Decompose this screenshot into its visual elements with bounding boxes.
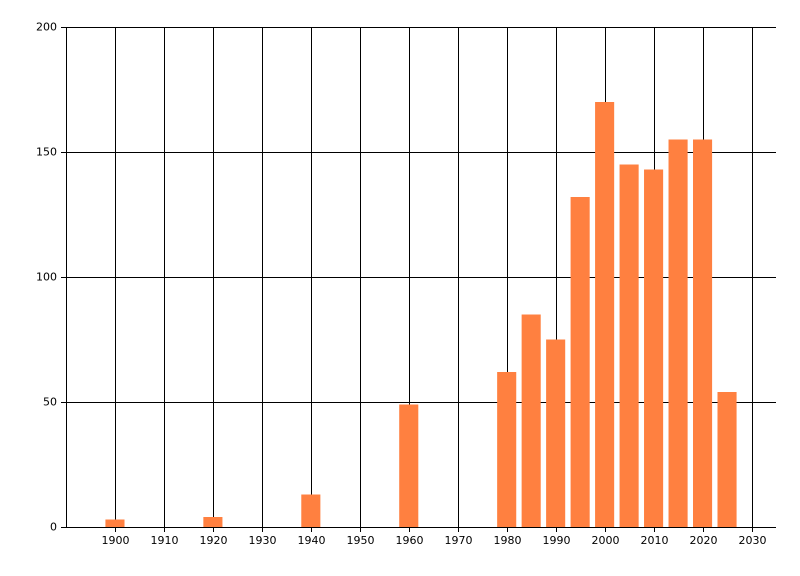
bar <box>644 169 664 527</box>
y-tick-label: 100 <box>36 271 57 284</box>
bar <box>693 139 713 527</box>
y-tick-label: 50 <box>43 396 57 409</box>
bar <box>595 102 615 527</box>
x-tick-label: 1960 <box>396 534 424 547</box>
y-tick-label: 200 <box>36 21 57 34</box>
x-tick-label: 1980 <box>494 534 522 547</box>
bar <box>570 197 590 527</box>
x-tick-label: 1910 <box>151 534 179 547</box>
bar <box>497 372 517 527</box>
bar <box>717 392 737 527</box>
x-tick-label: 1990 <box>543 534 571 547</box>
x-tick-label: 2030 <box>739 534 767 547</box>
y-tick-label: 0 <box>50 521 57 534</box>
x-tick-label: 2000 <box>592 534 620 547</box>
bar <box>105 519 125 527</box>
bar <box>203 517 223 527</box>
bar <box>521 314 541 527</box>
y-tick-label: 150 <box>36 146 57 159</box>
x-tick-label: 1930 <box>249 534 277 547</box>
bar <box>399 404 419 527</box>
bar <box>668 139 688 527</box>
bar <box>619 164 639 527</box>
bar <box>546 339 566 527</box>
x-tick-label: 1940 <box>298 534 326 547</box>
x-tick-label: 2010 <box>641 534 669 547</box>
x-tick-label: 1970 <box>445 534 473 547</box>
bar <box>301 494 321 527</box>
x-tick-label: 1920 <box>200 534 228 547</box>
x-tick-label: 1900 <box>102 534 130 547</box>
x-tick-label: 2020 <box>690 534 718 547</box>
x-tick-label: 1950 <box>347 534 375 547</box>
